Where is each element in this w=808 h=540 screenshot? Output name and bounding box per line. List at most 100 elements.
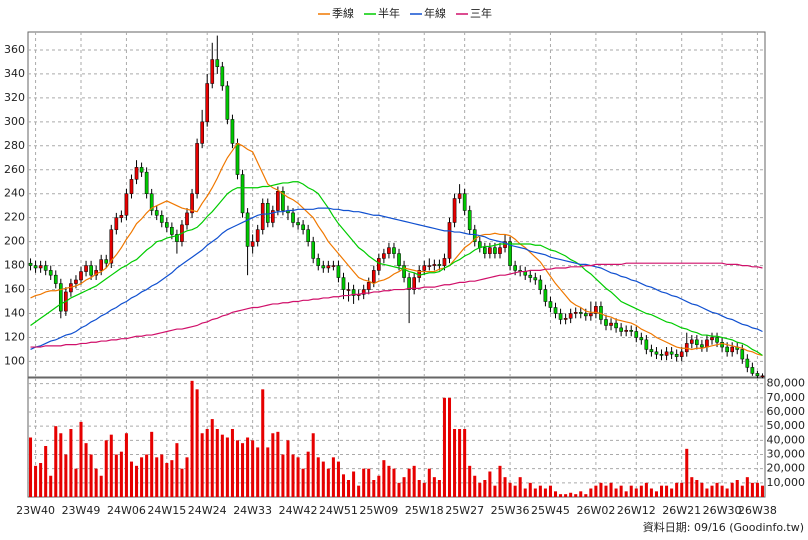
candle-body bbox=[392, 247, 396, 254]
candle-body bbox=[129, 179, 134, 194]
candle-body bbox=[760, 375, 765, 378]
candle-body bbox=[382, 253, 386, 259]
volume-bar bbox=[523, 488, 527, 497]
volume-bar bbox=[377, 475, 381, 497]
volume-bar bbox=[382, 460, 386, 497]
candle-body bbox=[255, 229, 260, 242]
y-tick-label: 120 bbox=[4, 330, 25, 343]
volume-panel bbox=[27, 377, 766, 498]
volume-bar bbox=[89, 454, 93, 497]
candle-body bbox=[614, 322, 618, 329]
candle-body bbox=[558, 313, 563, 320]
candle-body bbox=[669, 351, 674, 355]
volume-bar bbox=[301, 468, 305, 497]
volume-bar bbox=[639, 485, 643, 497]
candle-body bbox=[720, 342, 724, 348]
volume-tick-label: 50,000 bbox=[767, 419, 806, 432]
candle-body bbox=[336, 265, 341, 278]
volume-bar bbox=[266, 447, 270, 497]
y-tick-label: 300 bbox=[4, 115, 25, 128]
candle-body bbox=[361, 289, 366, 295]
volume-tick-label: 30,000 bbox=[767, 448, 806, 461]
volume-bar bbox=[665, 485, 669, 497]
candle-body bbox=[84, 265, 88, 272]
volume-bar bbox=[432, 477, 436, 497]
x-tick-label: 24W24 bbox=[188, 504, 227, 517]
volume-bar bbox=[569, 492, 573, 497]
candle-body bbox=[33, 265, 38, 269]
volume-bar bbox=[180, 468, 184, 497]
volume-bar bbox=[392, 468, 396, 497]
candle-body bbox=[730, 346, 735, 353]
volume-bar bbox=[609, 482, 613, 497]
volume-bar bbox=[129, 461, 133, 497]
volume-bar bbox=[715, 482, 719, 497]
y-tick-label: 100 bbox=[4, 354, 25, 367]
y-tick-label: 180 bbox=[4, 259, 25, 272]
volume-bar bbox=[145, 454, 149, 497]
x-tick-label: 23W40 bbox=[16, 504, 55, 517]
candle-body bbox=[483, 247, 487, 254]
volume-bar bbox=[286, 440, 290, 497]
volume-bar bbox=[296, 457, 300, 497]
volume-bar bbox=[710, 485, 714, 497]
candle-body bbox=[644, 339, 649, 350]
volume-bar bbox=[291, 454, 295, 497]
volume-tick-label: 20,000 bbox=[767, 462, 806, 475]
candle-body bbox=[316, 258, 321, 266]
candle-body bbox=[134, 167, 139, 180]
candle-body bbox=[341, 277, 346, 290]
volume-bar bbox=[453, 429, 457, 497]
volume-bar bbox=[135, 465, 139, 497]
legend: 季線 半年 年線 三年 bbox=[318, 6, 492, 20]
candle-body bbox=[674, 353, 679, 357]
x-tick-label: 26W12 bbox=[617, 504, 656, 517]
volume-tick-label: 10,000 bbox=[767, 476, 806, 489]
volume-bar bbox=[150, 431, 154, 497]
volume-bar bbox=[518, 477, 522, 497]
candle-body bbox=[750, 367, 755, 374]
volume-bar bbox=[447, 397, 452, 497]
volume-bar bbox=[574, 494, 578, 497]
candle-body bbox=[427, 265, 432, 267]
candle-body bbox=[695, 339, 699, 345]
volume-bar bbox=[427, 468, 431, 497]
candle-body bbox=[331, 265, 336, 267]
candle-body bbox=[649, 349, 654, 353]
x-tick-label: 25W09 bbox=[359, 504, 398, 517]
volume-bar bbox=[230, 429, 234, 497]
price-panel bbox=[27, 31, 766, 378]
candle-body bbox=[583, 313, 588, 317]
volume-bar bbox=[251, 440, 255, 497]
y-tick-label: 260 bbox=[4, 163, 25, 176]
volume-bar bbox=[235, 440, 240, 497]
candle-body bbox=[467, 210, 472, 230]
y-tick-label: 160 bbox=[4, 283, 25, 296]
candle-body bbox=[124, 193, 129, 216]
candle-body bbox=[664, 351, 669, 356]
volume-bar bbox=[690, 477, 694, 497]
y-tick-label: 340 bbox=[4, 67, 25, 80]
volume-bar bbox=[533, 488, 537, 497]
x-tick-label: 26W21 bbox=[662, 504, 701, 517]
candle-body bbox=[225, 85, 230, 120]
candle-body bbox=[412, 277, 416, 290]
volume-bar bbox=[352, 471, 356, 497]
legend-label: 季線 bbox=[332, 6, 354, 20]
volume-bar bbox=[397, 482, 401, 497]
x-tick-label: 24W06 bbox=[107, 504, 146, 517]
candle-body bbox=[503, 241, 507, 248]
candle-body bbox=[432, 264, 437, 266]
candle-body bbox=[159, 215, 164, 223]
y-tick-label: 200 bbox=[4, 235, 25, 248]
candle-body bbox=[563, 318, 568, 320]
legend-label: 三年 bbox=[470, 6, 492, 20]
candle-body bbox=[654, 351, 659, 355]
candle-body bbox=[265, 203, 270, 223]
candle-body bbox=[139, 167, 144, 173]
volume-bar bbox=[513, 485, 517, 497]
candle-body bbox=[578, 312, 583, 314]
volume-bar bbox=[619, 485, 623, 497]
candle-body bbox=[306, 229, 310, 242]
volume-bar bbox=[331, 457, 335, 497]
